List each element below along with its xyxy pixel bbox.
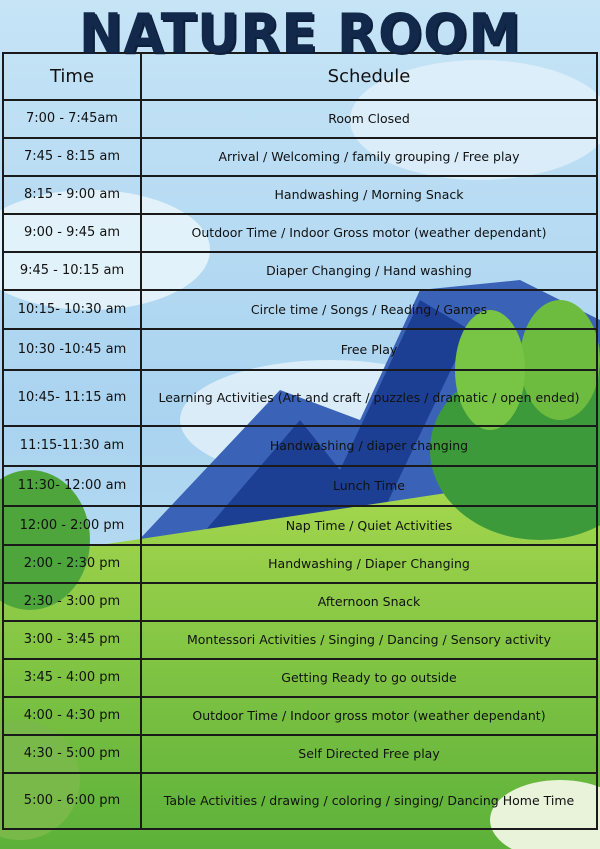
- schedule-table: Time Schedule 7:00 - 7:45am Room Closed 7:…: [2, 52, 598, 830]
- table-row: 3:00 - 3:45 pm Montessori Activities / Si…: [2, 620, 598, 660]
- time-cell: 4:30 - 5:00 pm: [2, 734, 142, 774]
- activity-cell: Circle time / Songs / Reading / Games: [140, 289, 598, 330]
- time-cell: 10:30 -10:45 am: [2, 328, 142, 371]
- table-row: 11:15-11:30 am Handwashing / diaper chang…: [2, 425, 598, 467]
- time-cell: 7:45 - 8:15 am: [2, 137, 142, 177]
- activity-cell: Learning Activities (Art and craft / puz…: [140, 369, 598, 427]
- table-row: 4:00 - 4:30 pm Outdoor Time / Indoor gros…: [2, 696, 598, 736]
- table-row: 5:00 - 6:00 pm Table Activities / drawing…: [2, 772, 598, 830]
- activity-cell: Arrival / Welcoming / family grouping / …: [140, 137, 598, 177]
- time-cell: 11:30- 12:00 am: [2, 465, 142, 507]
- activity-cell: Self Directed Free play: [140, 734, 598, 774]
- activity-cell: Outdoor Time / Indoor Gross motor (weath…: [140, 213, 598, 253]
- activity-cell: Diaper Changing / Hand washing: [140, 251, 598, 291]
- time-column-header: Time: [2, 52, 142, 101]
- activity-cell: Handwashing / Morning Snack: [140, 175, 598, 215]
- page-title: NATURE ROOM: [78, 2, 522, 66]
- time-cell: 11:15-11:30 am: [2, 425, 142, 467]
- table-row: 9:45 - 10:15 am Diaper Changing / Hand wa…: [2, 251, 598, 291]
- time-cell: 2:00 - 2:30 pm: [2, 544, 142, 584]
- activity-cell: Afternoon Snack: [140, 582, 598, 622]
- time-cell: 10:15- 10:30 am: [2, 289, 142, 330]
- table-header-row: Time Schedule: [2, 52, 598, 101]
- time-cell: 8:15 - 9:00 am: [2, 175, 142, 215]
- table-row: 12:00 - 2:00 pm Nap Time / Quiet Activiti…: [2, 505, 598, 546]
- activity-cell: Lunch Time: [140, 465, 598, 507]
- time-cell: 7:00 - 7:45am: [2, 99, 142, 139]
- schedule-column-header: Schedule: [140, 52, 598, 101]
- activity-cell: Handwashing / diaper changing: [140, 425, 598, 467]
- time-cell: 2:30 - 3:00 pm: [2, 582, 142, 622]
- table-row: 9:00 - 9:45 am Outdoor Time / Indoor Gros…: [2, 213, 598, 253]
- time-cell: 5:00 - 6:00 pm: [2, 772, 142, 830]
- activity-cell: Montessori Activities / Singing / Dancin…: [140, 620, 598, 660]
- activity-cell: Nap Time / Quiet Activities: [140, 505, 598, 546]
- time-cell: 12:00 - 2:00 pm: [2, 505, 142, 546]
- time-cell: 9:00 - 9:45 am: [2, 213, 142, 253]
- table-row: 3:45 - 4:00 pm Getting Ready to go outsid…: [2, 658, 598, 698]
- activity-cell: Room Closed: [140, 99, 598, 139]
- activity-cell: Table Activities / drawing / coloring / …: [140, 772, 598, 830]
- time-cell: 3:00 - 3:45 pm: [2, 620, 142, 660]
- table-row: 7:00 - 7:45am Room Closed: [2, 99, 598, 139]
- activity-cell: Handwashing / Diaper Changing: [140, 544, 598, 584]
- table-row: 2:30 - 3:00 pm Afternoon Snack: [2, 582, 598, 622]
- table-row: 2:00 - 2:30 pm Handwashing / Diaper Chang…: [2, 544, 598, 584]
- table-row: 10:15- 10:30 am Circle time / Songs / Rea…: [2, 289, 598, 330]
- table-row: 11:30- 12:00 am Lunch Time: [2, 465, 598, 507]
- time-cell: 4:00 - 4:30 pm: [2, 696, 142, 736]
- time-cell: 9:45 - 10:15 am: [2, 251, 142, 291]
- table-row: 8:15 - 9:00 am Handwashing / Morning Snac…: [2, 175, 598, 215]
- activity-cell: Getting Ready to go outside: [140, 658, 598, 698]
- table-row: 10:30 -10:45 am Free Play: [2, 328, 598, 371]
- activity-cell: Outdoor Time / Indoor gross motor (weath…: [140, 696, 598, 736]
- time-cell: 3:45 - 4:00 pm: [2, 658, 142, 698]
- table-row: 4:30 - 5:00 pm Self Directed Free play: [2, 734, 598, 774]
- table-row: 7:45 - 8:15 am Arrival / Welcoming / fami…: [2, 137, 598, 177]
- activity-cell: Free Play: [140, 328, 598, 371]
- time-cell: 10:45- 11:15 am: [2, 369, 142, 427]
- table-row: 10:45- 11:15 am Learning Activities (Art …: [2, 369, 598, 427]
